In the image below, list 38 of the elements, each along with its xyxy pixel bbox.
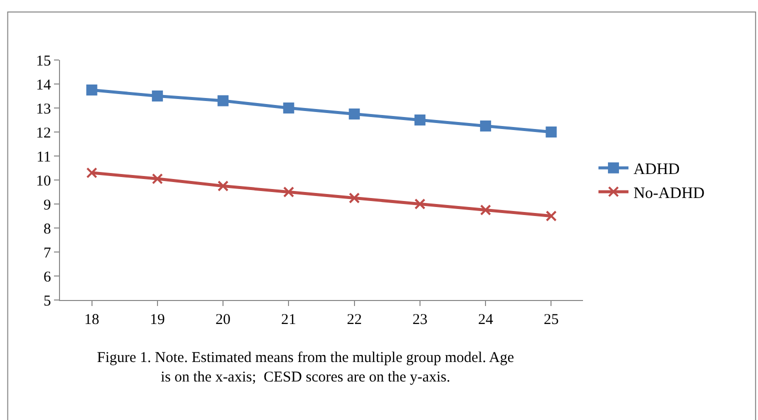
x-tick-label: 21 [281, 312, 296, 328]
y-tick-label: 7 [44, 245, 52, 262]
point [348, 108, 360, 120]
point [86, 84, 98, 96]
point [546, 126, 557, 138]
y-tick-label: 14 [36, 77, 52, 94]
caption: Figure 1. Note. Estimated means from the multiple group model. Age is on the x-axis; CESD scores are on the y-axis. [97, 350, 514, 386]
y-tick-label: 12 [36, 125, 51, 142]
point [546, 210, 557, 222]
x-tick-label: 24 [478, 312, 494, 328]
y-tick-label: 5 [44, 293, 51, 310]
point [283, 186, 294, 198]
legend-label: ADHD [633, 161, 680, 178]
x-tick-label: 23 [412, 312, 428, 328]
y-tick-label: 9 [44, 197, 51, 214]
legend-label: No-ADHD [633, 184, 705, 202]
point [218, 95, 229, 106]
point [480, 204, 492, 216]
y-tick-label: 8 [44, 221, 51, 238]
point [283, 102, 294, 114]
point [218, 180, 229, 192]
point [152, 90, 163, 102]
point [152, 173, 163, 184]
x-tick-label: 19 [150, 312, 165, 328]
y-tick-label: 13 [36, 101, 51, 118]
point [86, 167, 98, 178]
point [414, 198, 426, 210]
x-tick-label: 22 [346, 312, 362, 328]
point [414, 114, 426, 126]
y-tick-label: 6 [44, 269, 52, 286]
y-tick-label: 10 [36, 173, 51, 190]
y-tick-label: 15 [36, 53, 51, 70]
x-tick-label: 18 [84, 312, 100, 328]
y-tick-label: 11 [36, 149, 51, 166]
point [480, 120, 492, 132]
point [348, 192, 360, 204]
x-tick-label: 20 [216, 312, 231, 328]
x-tick-label: 25 [544, 312, 559, 328]
